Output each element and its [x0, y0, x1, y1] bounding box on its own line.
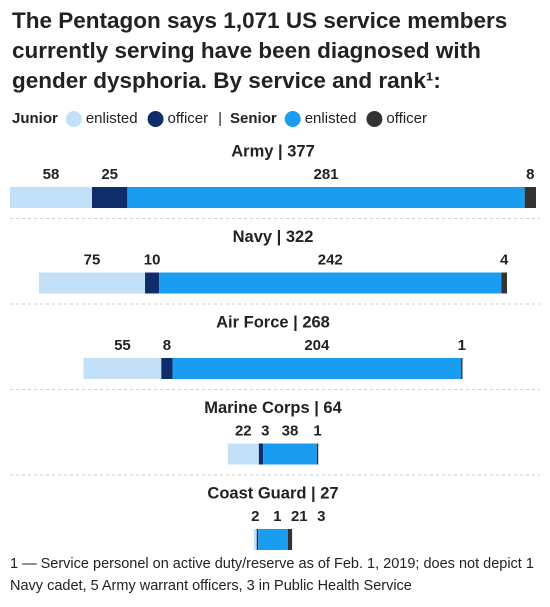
value-label: 1 [273, 508, 281, 525]
value-label: 21 [291, 508, 308, 525]
bar-segment [258, 443, 264, 465]
value-label: 1 [458, 337, 466, 354]
chart-title: The Pentagon says 1,071 US service membe… [12, 8, 508, 93]
value-label: 22 [235, 422, 252, 439]
legend-swatch [65, 111, 82, 127]
value-label: 281 [314, 166, 339, 183]
legend-swatch [366, 111, 383, 127]
footnote: 1 — Service personel on active duty/rese… [10, 556, 534, 594]
value-label: 3 [261, 422, 269, 439]
bar-segment [524, 187, 536, 208]
bar-segment [256, 529, 259, 550]
chart: Junior enlisted officer | Senior enlisted offi… [10, 110, 540, 550]
value-label: 58 [43, 166, 60, 183]
bar-segment [258, 529, 288, 550]
bar-segment [263, 443, 317, 465]
bar-segment [159, 272, 502, 294]
legend-text: Junior [12, 110, 58, 127]
bar-segment [127, 187, 525, 208]
bar-segment [316, 443, 319, 465]
value-label: 1 [313, 422, 321, 439]
bar-segment [501, 272, 508, 294]
legend-text: officer [386, 110, 427, 127]
legend-swatch [284, 111, 301, 127]
value-label: 10 [144, 251, 161, 268]
bar-segment [172, 358, 462, 379]
bar-segment [461, 358, 463, 379]
bar-segment [92, 187, 128, 208]
value-label: 2 [251, 508, 259, 525]
value-label: 75 [84, 251, 101, 268]
legend-text: Senior [230, 110, 277, 127]
bar-segment [227, 443, 259, 465]
value-label: 8 [526, 166, 534, 183]
category-label: Marine Corps | 64 [204, 399, 342, 417]
legend-text: enlisted [305, 110, 357, 127]
value-label: 4 [500, 251, 509, 268]
value-label: 204 [304, 337, 330, 354]
legend-text: officer [168, 110, 209, 127]
bar-segment [253, 529, 257, 550]
value-label: 242 [318, 251, 343, 268]
value-label: 55 [114, 337, 131, 354]
value-label: 8 [163, 337, 171, 354]
category-label: Coast Guard | 27 [207, 484, 338, 502]
category-label: Navy | 322 [233, 228, 314, 246]
value-label: 3 [317, 508, 325, 525]
value-label: 38 [282, 422, 299, 439]
category-label: Army | 377 [231, 142, 315, 160]
bar-segment [287, 529, 293, 550]
legend-text: enlisted [86, 110, 138, 127]
value-label: 25 [101, 166, 118, 183]
bar-segment [38, 272, 146, 294]
bar-segment [145, 272, 160, 294]
legend-swatch [147, 111, 164, 127]
bar-segment [83, 358, 162, 379]
bar-segment [161, 358, 173, 379]
category-label: Air Force | 268 [216, 313, 330, 331]
legend-text: | [218, 110, 222, 127]
bar-segment [10, 187, 93, 208]
